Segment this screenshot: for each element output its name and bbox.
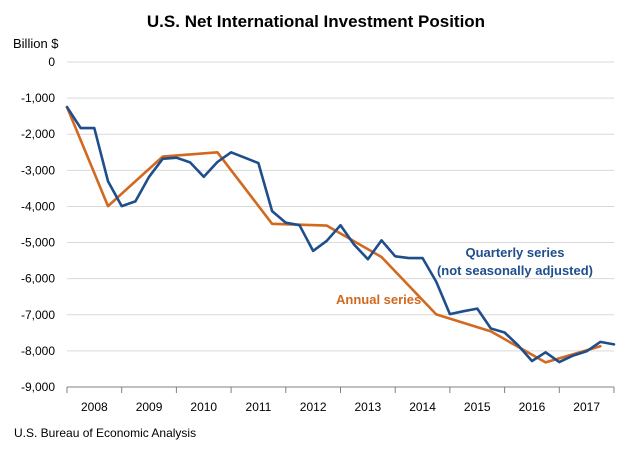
y-tick-label: -2,000 xyxy=(21,127,55,141)
y-tick-label: -8,000 xyxy=(21,344,55,358)
y-tick-label: -6,000 xyxy=(21,272,55,286)
x-tick-label: 2011 xyxy=(246,400,272,414)
quarterly-series-label: Quarterly series (not seasonally adjuste… xyxy=(430,244,600,280)
y-tick-label: -1,000 xyxy=(21,91,55,105)
x-tick-label: 2010 xyxy=(190,400,217,414)
x-tick-label: 2013 xyxy=(354,400,381,414)
y-tick-label: -4,000 xyxy=(21,199,55,213)
x-tick-label: 2008 xyxy=(81,400,108,414)
y-tick-label: -7,000 xyxy=(21,308,55,322)
y-tick-labels: 0 -1,000 -2,000 -3,000 -4,000 -5,000 -6,000 -7,… xyxy=(21,55,55,394)
annual-series-label: Annual series xyxy=(336,292,422,307)
x-axis xyxy=(66,386,615,393)
quarterly-series-label-line1: Quarterly series xyxy=(465,245,565,260)
y-tick-label: 0 xyxy=(48,55,55,69)
chart-title: U.S. Net International Investment Positi… xyxy=(146,12,486,31)
y-axis-unit-label: Billion $ xyxy=(13,36,59,51)
source-note: U.S. Bureau of Economic Analysis xyxy=(14,426,197,440)
quarterly-series-line xyxy=(65,105,616,364)
y-tick-label: -5,000 xyxy=(21,236,55,250)
x-tick-labels: 2008 2009 2010 2011 2012 2013 2014 2015 2016 2017 xyxy=(81,400,600,414)
x-tick-label: 2016 xyxy=(519,400,546,414)
x-tick-label: 2014 xyxy=(409,400,436,414)
annual-series-line xyxy=(65,105,602,364)
x-tick-label: 2015 xyxy=(464,400,491,414)
x-tick-label: 2012 xyxy=(300,400,327,414)
x-tick-label: 2017 xyxy=(573,400,600,414)
gridlines xyxy=(67,61,614,352)
y-tick-label: -3,000 xyxy=(21,163,55,177)
series-lines xyxy=(65,105,616,364)
y-tick-label: -9,000 xyxy=(21,380,55,394)
x-tick-label: 2009 xyxy=(136,400,163,414)
quarterly-series-label-line2: (not seasonally adjusted) xyxy=(436,263,594,278)
